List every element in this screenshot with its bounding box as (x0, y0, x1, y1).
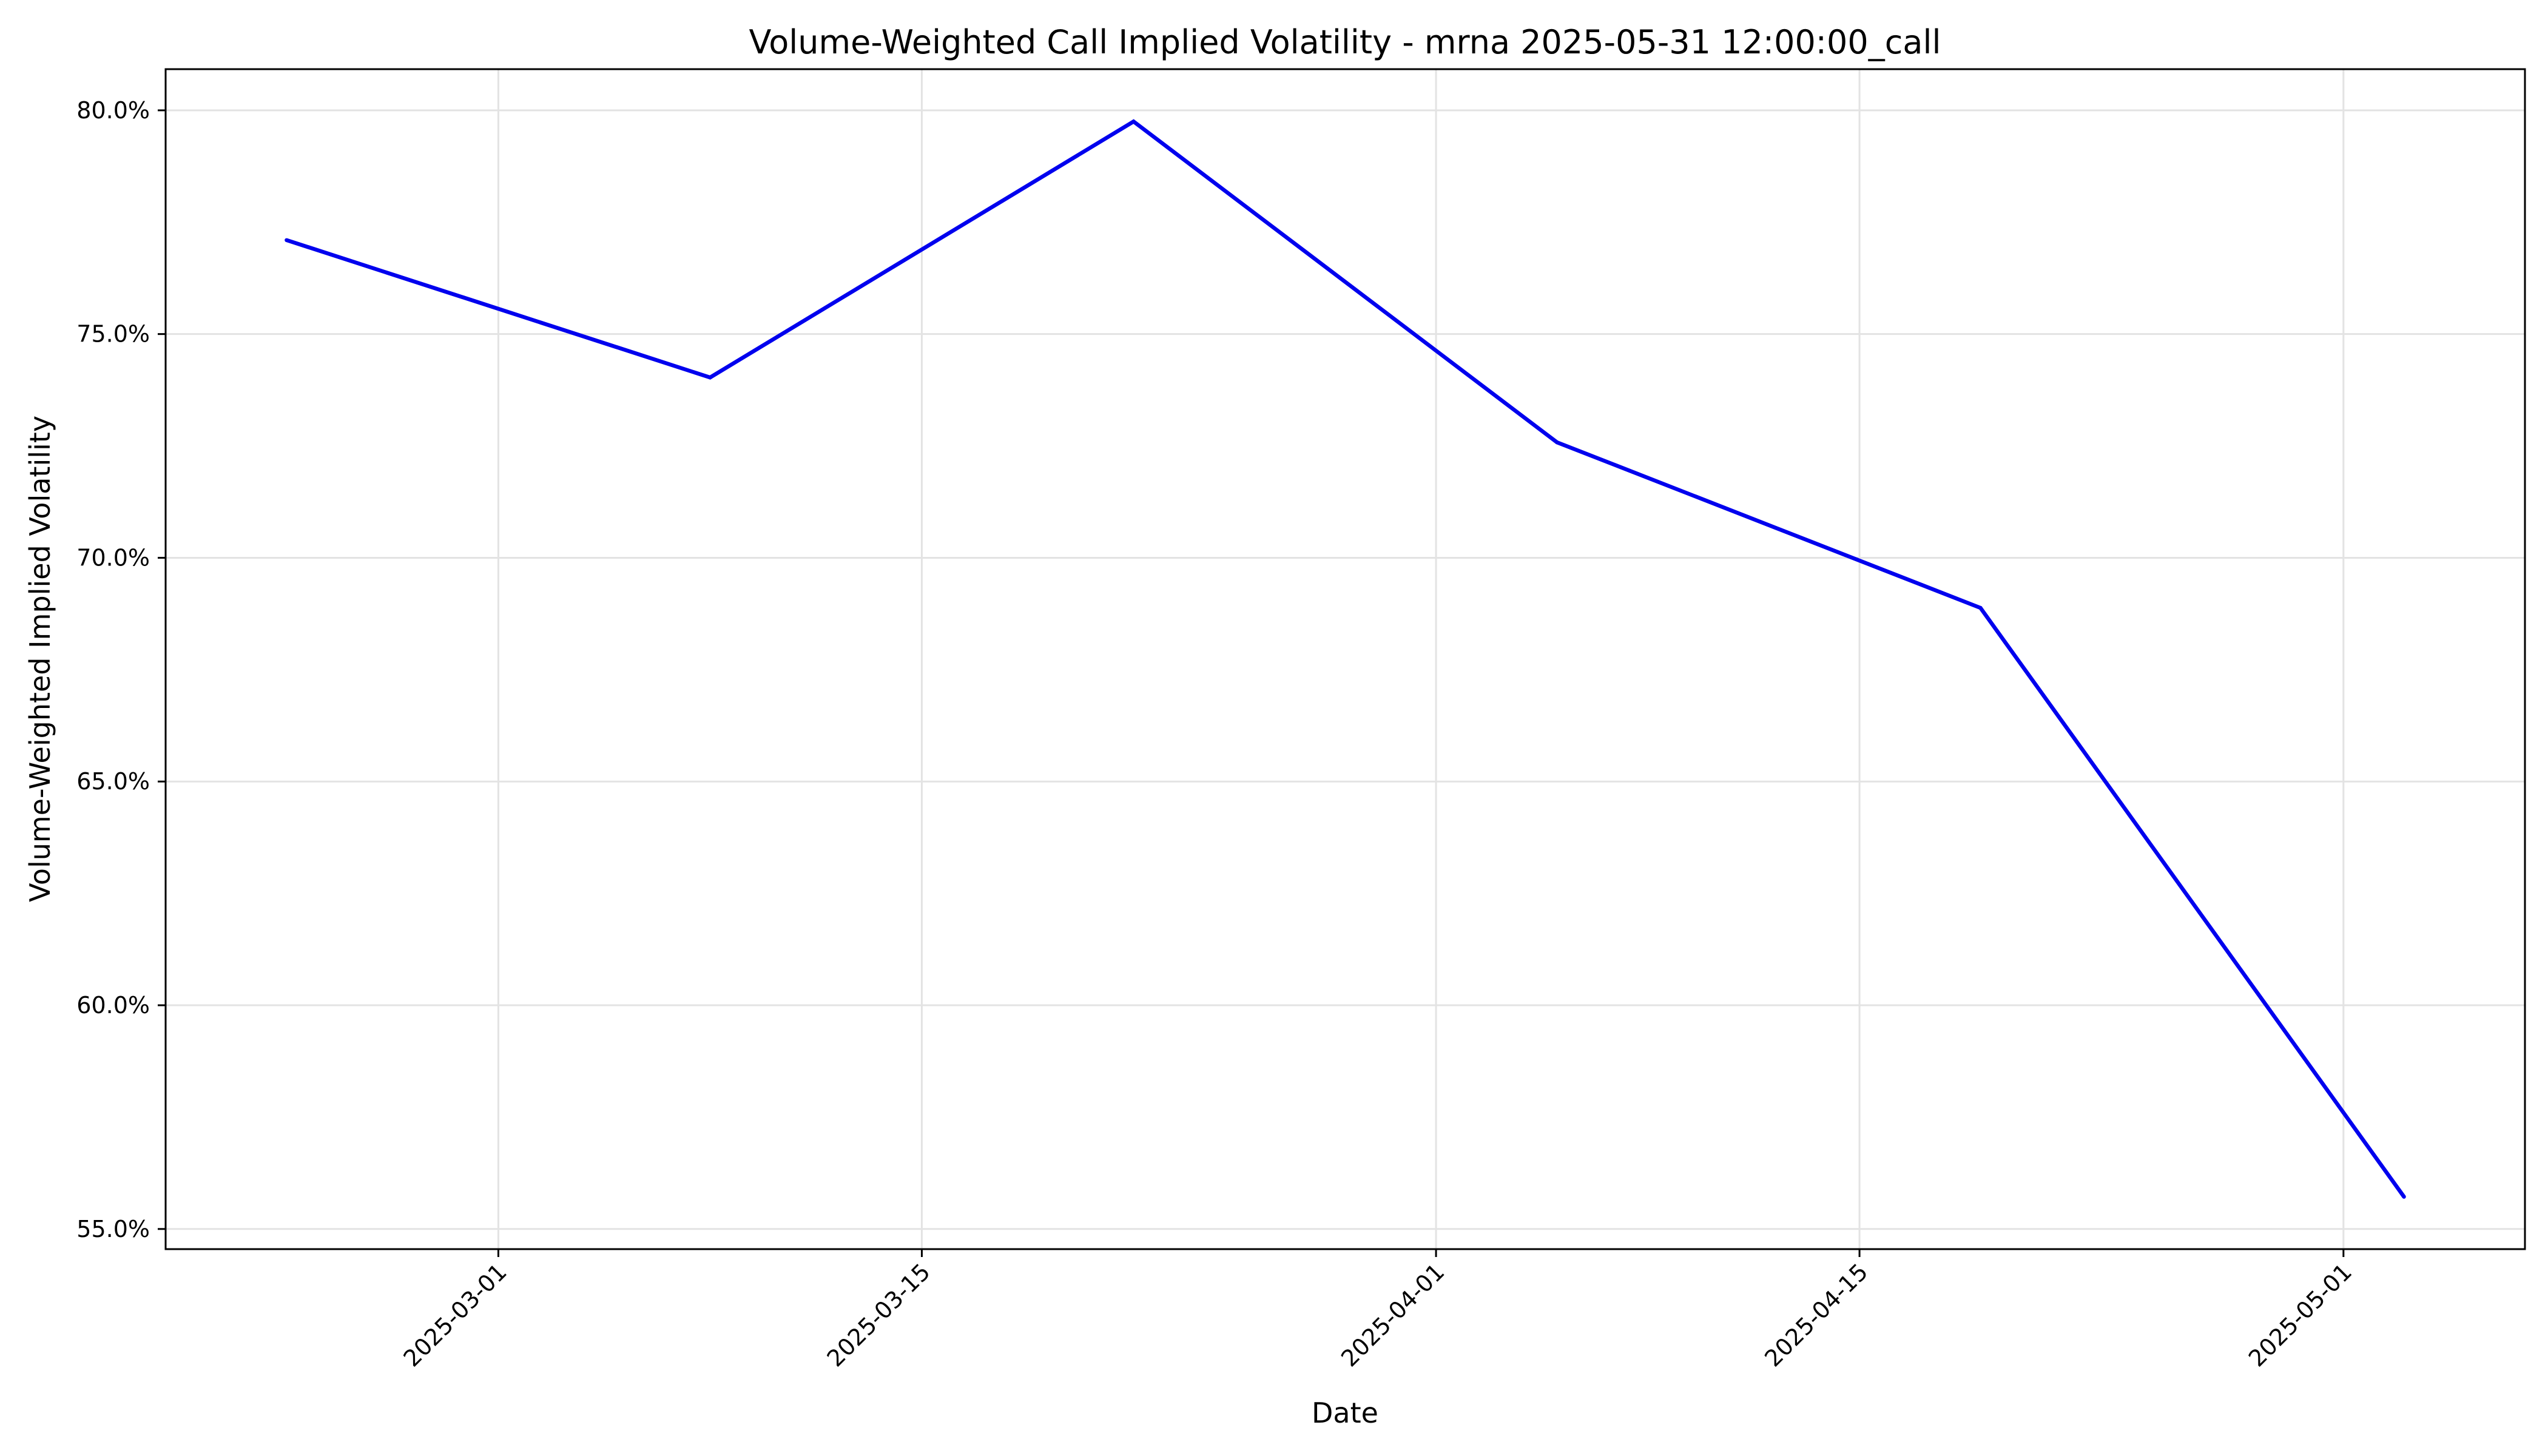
series-line-0 (286, 119, 2406, 1198)
data-point (708, 376, 712, 380)
y-tick-label: 60.0% (76, 992, 150, 1019)
data-point (1978, 605, 1983, 610)
y-axis-label: Volume-Weighted Implied Volatility (24, 416, 56, 902)
data-point (1555, 440, 1559, 445)
y-tick-label: 80.0% (76, 97, 150, 124)
plot-frame (164, 68, 2526, 1250)
y-tick-label: 70.0% (76, 544, 150, 571)
data-point (1131, 120, 1136, 124)
y-tick-label: 65.0% (76, 768, 150, 795)
x-axis-label: Date (1312, 1397, 1378, 1429)
series-layer (285, 119, 2406, 1199)
data-point (285, 238, 289, 242)
chart-title: Volume-Weighted Call Implied Volatility … (749, 23, 1941, 61)
data-point (2402, 1195, 2406, 1199)
y-tick-label: 55.0% (76, 1216, 150, 1242)
grid-layer (166, 69, 2525, 1249)
y-tick-label: 75.0% (76, 321, 150, 348)
